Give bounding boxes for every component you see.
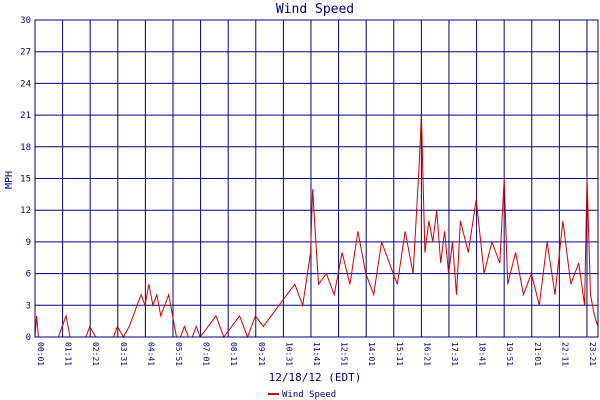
series-line-wind-speed bbox=[34, 115, 599, 339]
y-tick-labels: 0 3 6 9 12 15 18 21 24 27 30 bbox=[20, 16, 31, 343]
x-tick-label: 01:11 bbox=[64, 342, 73, 366]
x-tick-label: 12:51 bbox=[340, 342, 349, 366]
x-tick-label: 04:41 bbox=[146, 342, 155, 366]
y-tick-label: 12 bbox=[20, 206, 31, 216]
y-tick-label: 0 bbox=[26, 333, 31, 343]
x-tick-label: 10:31 bbox=[284, 342, 293, 366]
x-tick-label: 08:11 bbox=[229, 342, 238, 366]
y-tick-label: 18 bbox=[20, 143, 31, 153]
x-tick-label: 22:11 bbox=[560, 342, 569, 366]
y-axis-label: MPH bbox=[4, 171, 15, 189]
x-tick-label: 17:31 bbox=[450, 342, 459, 366]
x-tick-label: 19:51 bbox=[505, 342, 514, 366]
x-tick-label: 07:01 bbox=[202, 342, 211, 366]
y-tick-label: 24 bbox=[20, 79, 31, 89]
x-tick-label: 15:11 bbox=[395, 342, 404, 366]
y-tick-label: 15 bbox=[20, 175, 31, 185]
x-tick-label: 03:31 bbox=[119, 342, 128, 366]
x-tick-label: 09:21 bbox=[257, 342, 266, 366]
x-tick-label: 16:21 bbox=[422, 342, 431, 366]
x-tick-label: 18:41 bbox=[478, 342, 487, 366]
x-tick-label: 05:51 bbox=[174, 342, 183, 366]
y-tick-label: 27 bbox=[20, 48, 31, 58]
x-axis-label: 12/18/12 (EDT) bbox=[269, 371, 362, 384]
y-tick-label: 9 bbox=[26, 238, 31, 248]
y-tick-label: 6 bbox=[26, 270, 31, 280]
x-tick-label: 02:21 bbox=[91, 342, 100, 366]
plot-frame bbox=[34, 19, 599, 338]
y-tick-label: 21 bbox=[20, 111, 31, 121]
legend-label: Wind Speed bbox=[282, 390, 336, 400]
chart-title: Wind Speed bbox=[276, 2, 354, 17]
legend: Wind Speed bbox=[268, 390, 336, 400]
y-tick-label: 3 bbox=[26, 301, 31, 311]
x-tick-label: 00:01 bbox=[36, 342, 45, 366]
x-tick-label: 23:21 bbox=[588, 342, 597, 366]
x-tick-label: 14:01 bbox=[367, 342, 376, 366]
y-tick-label: 30 bbox=[20, 16, 31, 26]
x-tick-label: 11:41 bbox=[312, 342, 321, 366]
x-tick-label: 21:01 bbox=[533, 342, 542, 366]
